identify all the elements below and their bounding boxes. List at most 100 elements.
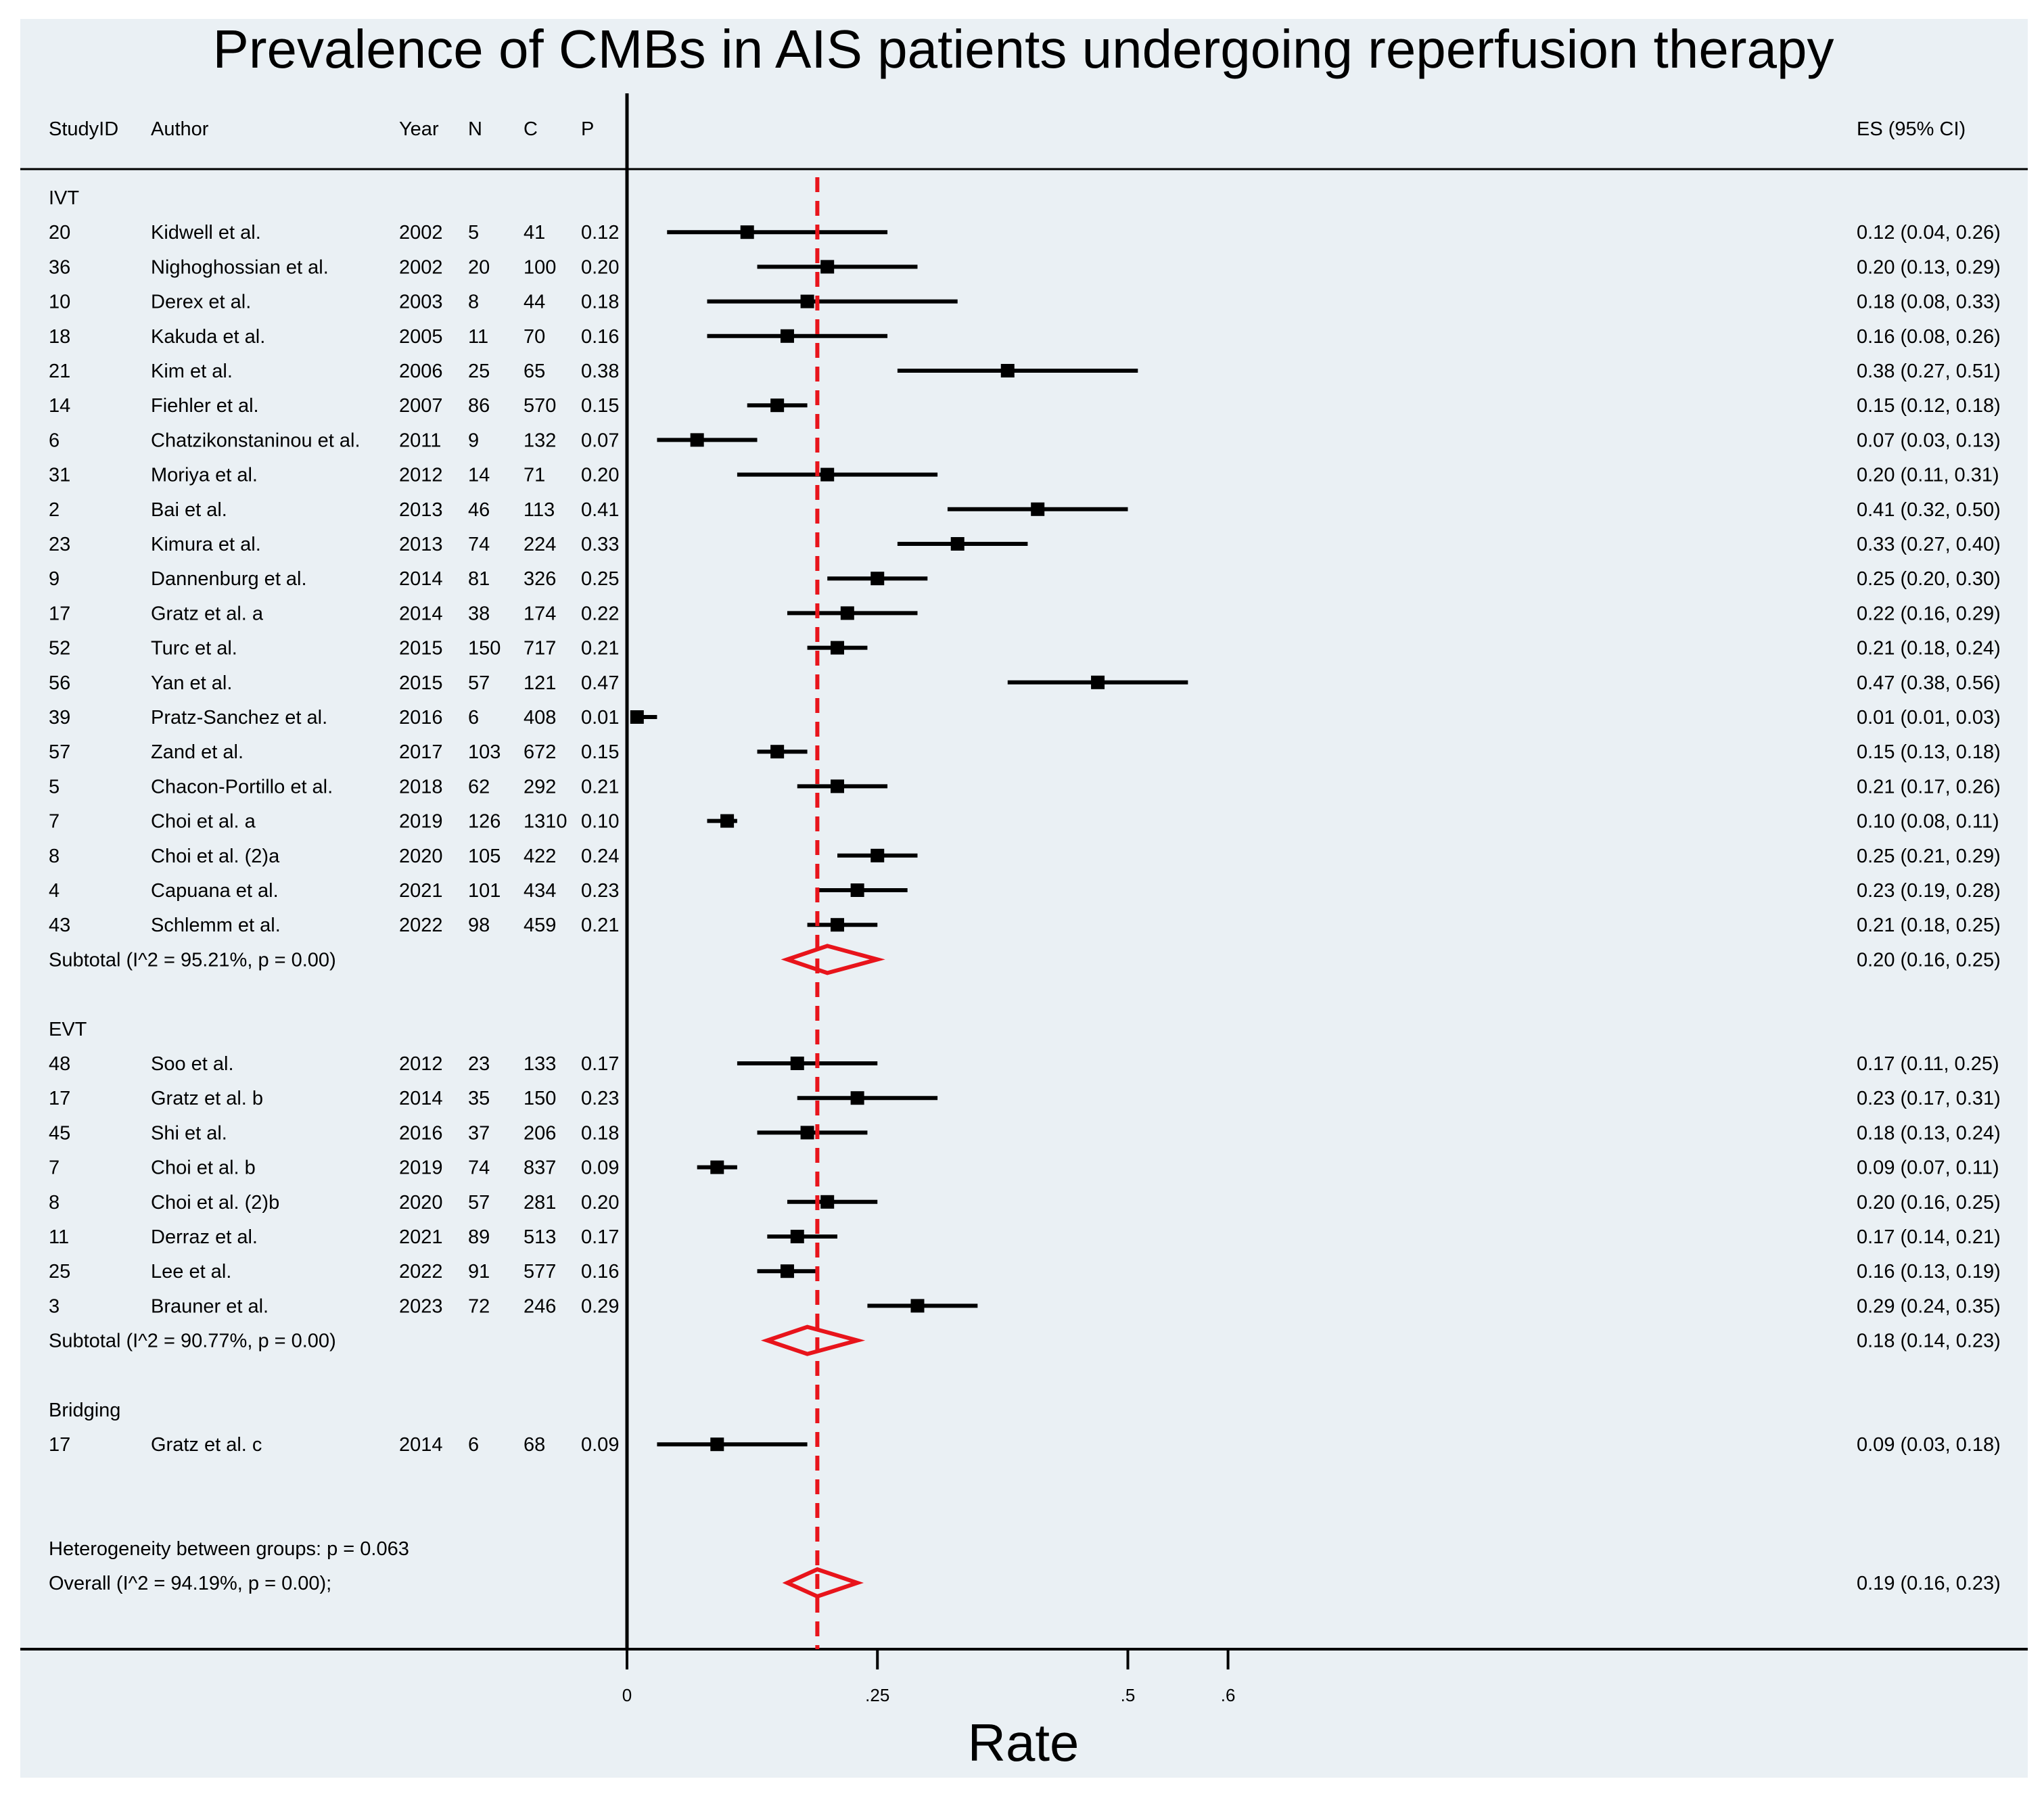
cell-c: 132 bbox=[524, 430, 556, 451]
cell-author: Shi et al. bbox=[151, 1122, 227, 1144]
cell-author: Gratz et al. b bbox=[151, 1088, 263, 1109]
group-label: Bridging bbox=[49, 1400, 120, 1421]
cell-author: Dannenburg et al. bbox=[151, 568, 307, 590]
cell-es-ci: 0.25 (0.21, 0.29) bbox=[1857, 846, 2001, 867]
cell-studyid: 2 bbox=[49, 499, 60, 521]
cell-p: 0.09 bbox=[581, 1434, 619, 1456]
point-estimate bbox=[850, 883, 864, 897]
cell-studyid: 56 bbox=[49, 672, 70, 694]
cell-studyid: 36 bbox=[49, 256, 70, 278]
cell-n: 126 bbox=[468, 811, 501, 833]
cell-es-ci: 0.21 (0.17, 0.26) bbox=[1857, 776, 2001, 798]
cell-author: Yan et al. bbox=[151, 672, 232, 694]
cell-p: 0.24 bbox=[581, 846, 619, 867]
cell-p: 0.18 bbox=[581, 1122, 619, 1144]
point-estimate bbox=[800, 1126, 814, 1140]
x-axis: 0 .25 .5 .6 bbox=[622, 1649, 1235, 1705]
cell-c: 113 bbox=[524, 499, 555, 521]
cell-es-ci: 0.21 (0.18, 0.24) bbox=[1857, 638, 2001, 660]
point-estimate bbox=[820, 1195, 835, 1209]
cell-n: 62 bbox=[468, 776, 490, 798]
header-year: Year bbox=[399, 118, 439, 140]
cell-es-ci: 0.15 (0.13, 0.18) bbox=[1857, 741, 2001, 763]
cell-p: 0.20 bbox=[581, 256, 619, 278]
cell-studyid: 17 bbox=[49, 1434, 70, 1456]
cell-year: 2012 bbox=[399, 465, 443, 486]
cell-author: Derex et al. bbox=[151, 292, 251, 313]
cell-p: 0.15 bbox=[581, 741, 619, 763]
plot-marks bbox=[630, 177, 1188, 1649]
cell-n: 8 bbox=[468, 292, 479, 313]
cell-n: 105 bbox=[468, 846, 501, 867]
cell-n: 81 bbox=[468, 568, 490, 590]
cell-author: Nighoghossian et al. bbox=[151, 256, 329, 278]
cell-year: 2012 bbox=[399, 1053, 443, 1075]
cell-studyid: 14 bbox=[49, 395, 70, 417]
cell-n: 74 bbox=[468, 1157, 490, 1179]
cell-p: 0.33 bbox=[581, 534, 619, 555]
cell-es-ci: 0.21 (0.18, 0.25) bbox=[1857, 915, 2001, 936]
cell-p: 0.29 bbox=[581, 1295, 619, 1317]
cell-c: 71 bbox=[524, 465, 545, 486]
cell-year: 2020 bbox=[399, 846, 443, 867]
cell-author: Derraz et al. bbox=[151, 1226, 258, 1248]
cell-studyid: 18 bbox=[49, 326, 70, 348]
cell-c: 281 bbox=[524, 1192, 556, 1214]
cell-c: 1310 bbox=[524, 811, 567, 833]
cell-p: 0.21 bbox=[581, 915, 619, 936]
cell-c: 70 bbox=[524, 326, 545, 348]
cell-year: 2015 bbox=[399, 672, 443, 694]
point-estimate bbox=[870, 848, 885, 862]
cell-author: Turc et al. bbox=[151, 638, 237, 660]
cell-n: 5 bbox=[468, 222, 479, 244]
cell-author: Kidwell et al. bbox=[151, 222, 261, 244]
subtotal-label: Subtotal (I^2 = 90.77%, p = 0.00) bbox=[49, 1331, 336, 1352]
cell-n: 37 bbox=[468, 1122, 490, 1144]
cell-es-ci: 0.16 (0.13, 0.19) bbox=[1857, 1261, 2001, 1283]
point-estimate bbox=[1091, 675, 1105, 689]
cell-author: Gratz et al. a bbox=[151, 603, 264, 624]
cell-p: 0.15 bbox=[581, 395, 619, 417]
cell-p: 0.23 bbox=[581, 1088, 619, 1109]
cell-c: 65 bbox=[524, 361, 545, 382]
cell-es-ci: 0.20 (0.16, 0.25) bbox=[1857, 1192, 2001, 1214]
header-c: C bbox=[524, 118, 538, 140]
cell-author: Bai et al. bbox=[151, 499, 227, 521]
cell-studyid: 3 bbox=[49, 1295, 60, 1317]
header-p: P bbox=[581, 118, 594, 140]
cell-es-ci: 0.10 (0.08, 0.11) bbox=[1857, 811, 1999, 833]
cell-author: Lee et al. bbox=[151, 1261, 231, 1283]
cell-es-ci: 0.01 (0.01, 0.03) bbox=[1857, 707, 2001, 729]
cell-author: Soo et al. bbox=[151, 1053, 234, 1075]
cell-year: 2022 bbox=[399, 915, 443, 936]
cell-c: 326 bbox=[524, 568, 556, 590]
cell-p: 0.25 bbox=[581, 568, 619, 590]
cell-studyid: 48 bbox=[49, 1053, 70, 1075]
cell-author: Kimura et al. bbox=[151, 534, 261, 555]
cell-es-ci: 0.38 (0.27, 0.51) bbox=[1857, 361, 2001, 382]
cell-n: 6 bbox=[468, 1434, 479, 1456]
overall-es-ci: 0.19 (0.16, 0.23) bbox=[1857, 1573, 2001, 1594]
cell-n: 38 bbox=[468, 603, 490, 624]
subtotal-label: Subtotal (I^2 = 95.21%, p = 0.00) bbox=[49, 949, 336, 971]
cell-studyid: 8 bbox=[49, 1192, 60, 1214]
cell-year: 2002 bbox=[399, 222, 443, 244]
cell-c: 513 bbox=[524, 1226, 556, 1248]
cell-es-ci: 0.17 (0.11, 0.25) bbox=[1857, 1053, 1999, 1075]
subtotal-diamond bbox=[760, 1324, 866, 1356]
cell-n: 89 bbox=[468, 1226, 490, 1248]
cell-year: 2016 bbox=[399, 707, 443, 729]
cell-c: 570 bbox=[524, 395, 556, 417]
cell-author: Schlemm et al. bbox=[151, 915, 281, 936]
point-estimate bbox=[820, 260, 835, 274]
cell-year: 2003 bbox=[399, 292, 443, 313]
cell-n: 150 bbox=[468, 638, 501, 660]
point-estimate bbox=[820, 467, 835, 482]
point-estimate bbox=[850, 1091, 864, 1105]
cell-studyid: 57 bbox=[49, 741, 70, 763]
cell-c: 206 bbox=[524, 1122, 556, 1144]
point-estimate bbox=[630, 710, 644, 724]
cell-es-ci: 0.17 (0.14, 0.21) bbox=[1857, 1226, 2001, 1248]
cell-n: 101 bbox=[468, 880, 501, 902]
